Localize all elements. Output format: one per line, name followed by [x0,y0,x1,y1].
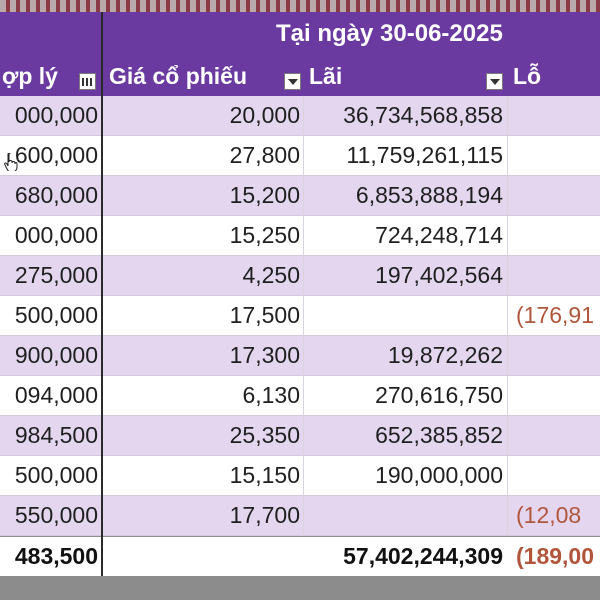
total-share-price-cell[interactable] [103,537,303,576]
spreadsheet-grid: Tại ngày 30-06-2025 ợp lý Giá cổ phiếu L… [0,12,600,576]
table-row[interactable]: 900,000 17,300 19,872,262 [0,336,600,376]
loss-cell[interactable] [507,376,600,415]
fair-value-cell[interactable]: 500,000 [14,462,98,488]
table-row[interactable]: 550,000 17,700 (12,08 [0,496,600,536]
gridline [303,96,304,536]
profit-cell[interactable]: 652,385,852 [375,422,503,448]
fair-value-cell[interactable]: 000,000 [14,102,98,128]
loss-cell[interactable] [507,136,600,175]
total-loss-cell[interactable]: (189,00 [516,543,595,569]
table-row[interactable]: 000,000 15,250 724,248,714 [0,216,600,256]
table-row[interactable]: 500,000 15,150 190,000,000 [0,456,600,496]
profit-cell[interactable] [303,496,507,535]
share-price-cell[interactable]: 17,700 [229,502,300,528]
profit-cell[interactable]: 190,000,000 [375,462,503,488]
loss-cell[interactable]: (176,91 [516,302,595,328]
loss-cell[interactable]: (12,08 [516,502,582,528]
fair-value-cell[interactable]: 550,000 [14,502,98,528]
loss-cell[interactable] [507,336,600,375]
header-loss-label: Lỗ [513,62,542,89]
profit-cell[interactable]: 36,734,568,858 [343,102,503,128]
fair-value-cell[interactable]: 000,000 [14,222,98,248]
fair-value-cell[interactable]: 094,000 [14,382,98,408]
header-profit[interactable]: Lãi [303,56,507,96]
filter-dropdown-icon[interactable] [284,73,301,90]
share-price-cell[interactable]: 15,250 [229,222,300,248]
loss-cell[interactable] [507,416,600,455]
header-fair-value-label: ợp lý [2,62,58,89]
share-price-cell[interactable]: 4,250 [242,262,300,288]
profit-cell[interactable]: 724,248,714 [375,222,503,248]
fair-value-cell[interactable]: 984,500 [14,422,98,448]
header-fair-value[interactable]: ợp lý [0,56,101,96]
loss-cell[interactable] [507,96,600,135]
share-price-cell[interactable]: 25,350 [229,422,300,448]
filter-dropdown-icon[interactable] [486,73,503,90]
profit-cell[interactable]: 11,759,261,115 [346,142,503,168]
column-header-row: ợp lý Giá cổ phiếu Lãi Lỗ [0,56,600,96]
loss-cell[interactable] [507,216,600,255]
total-row[interactable]: 483,500 57,402,244,309 (189,00 [0,536,600,576]
header-share-price-label: Giá cổ phiếu [109,62,248,89]
table-row[interactable]: 680,000 15,200 6,853,888,194 [0,176,600,216]
loss-cell[interactable] [507,176,600,215]
loss-cell[interactable] [507,456,600,495]
fair-value-cell[interactable]: 500,000 [14,302,98,328]
profit-cell[interactable]: 197,402,564 [375,262,503,288]
table-row[interactable]: 600,000 27,800 11,759,261,115 [0,136,600,176]
section-title: Tại ngày 30-06-2025 [276,20,503,47]
total-profit-cell[interactable]: 57,402,244,309 [343,543,503,569]
header-share-price[interactable]: Giá cổ phiếu [103,56,303,96]
profit-cell[interactable] [303,296,507,335]
section-title-row: Tại ngày 30-06-2025 [0,12,600,56]
share-price-cell[interactable]: 17,300 [229,342,300,368]
share-price-cell[interactable]: 15,200 [229,182,300,208]
top-border-stripe [0,0,600,12]
total-fair-value-cell[interactable]: 483,500 [14,543,98,569]
profit-cell[interactable]: 19,872,262 [387,342,503,368]
profit-cell[interactable]: 6,853,888,194 [355,182,503,208]
table-row[interactable]: 500,000 17,500 (176,91 [0,296,600,336]
loss-cell[interactable] [507,256,600,295]
gridline [507,96,508,536]
hand-cursor-icon [4,153,18,171]
share-price-cell[interactable]: 20,000 [229,102,300,128]
share-price-cell[interactable]: 27,800 [229,142,300,168]
fair-value-cell[interactable]: 680,000 [14,182,98,208]
column-border [101,12,103,576]
header-profit-label: Lãi [309,62,343,89]
fair-value-cell[interactable]: 275,000 [14,262,98,288]
share-price-cell[interactable]: 6,130 [242,382,300,408]
profit-cell[interactable]: 270,616,750 [375,382,503,408]
header-loss[interactable]: Lỗ [507,56,600,96]
filter-applied-icon[interactable] [79,73,96,90]
table-row[interactable]: 094,000 6,130 270,616,750 [0,376,600,416]
fair-value-cell[interactable]: 900,000 [14,342,98,368]
share-price-cell[interactable]: 17,500 [229,302,300,328]
table-row[interactable]: 000,000 20,000 36,734,568,858 [0,96,600,136]
table-row[interactable]: 984,500 25,350 652,385,852 [0,416,600,456]
fair-value-cell[interactable]: 600,000 [14,142,98,168]
share-price-cell[interactable]: 15,150 [229,462,300,488]
table-row[interactable]: 275,000 4,250 197,402,564 [0,256,600,296]
